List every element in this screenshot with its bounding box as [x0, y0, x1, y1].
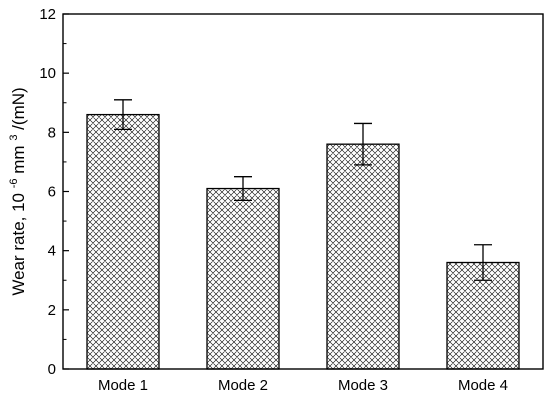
bars-group [86, 113, 520, 370]
x-tick-label-4: Mode 4 [458, 377, 508, 394]
bar-2 [206, 187, 280, 370]
error-bar-3 [354, 122, 372, 166]
y-tick-label: 12 [39, 6, 56, 23]
y-axis-title-suffix: /(mN) [9, 87, 28, 129]
y-tick-label: 2 [48, 302, 56, 319]
y-tick-label: 4 [48, 243, 56, 260]
y-axis-title: Wear rate, 10 -6 mm 3 /(mN) [2, 87, 28, 295]
y-tick-label: 8 [48, 124, 56, 141]
x-axis: Mode 1 Mode 2 Mode 3 Mode 4 [98, 377, 508, 394]
y-axis-title-unit: mm [9, 145, 28, 173]
y-tick-label: 6 [48, 184, 56, 201]
error-bar-1 [114, 99, 132, 131]
x-tick-label-3: Mode 3 [338, 377, 388, 394]
y-axis-title-exponent-1: -6 [8, 178, 20, 188]
x-tick-label-2: Mode 2 [218, 377, 268, 394]
bar-3 [326, 143, 400, 370]
bar-1 [86, 113, 160, 370]
error-bars-group [114, 99, 492, 281]
y-tick-label: 0 [48, 361, 56, 378]
y-axis-title-exponent-2: 3 [8, 135, 20, 141]
y-axis-title-prefix: Wear rate, 10 [9, 193, 28, 296]
y-axis: 0 2 4 6 8 10 12 [39, 6, 69, 378]
x-tick-label-1: Mode 1 [98, 377, 148, 394]
y-tick-label: 10 [39, 65, 56, 82]
error-bar-2 [234, 176, 252, 202]
error-bar-4 [474, 244, 492, 281]
